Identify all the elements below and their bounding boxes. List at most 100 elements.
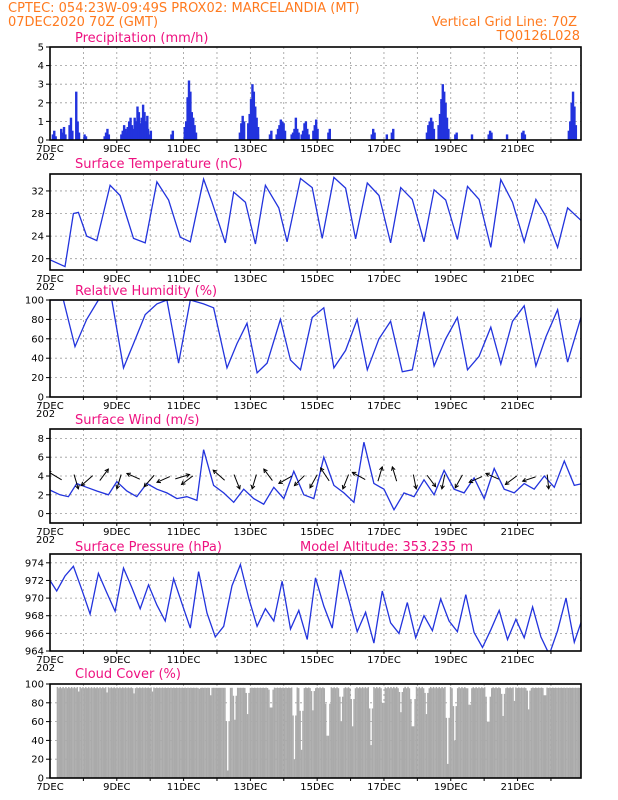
precip-bar [470,134,474,140]
precip-bar [75,91,78,140]
cloud-bar [97,688,100,778]
precip-bar [129,117,132,140]
cloud-bar [133,693,135,778]
y-tick-label: 24 [31,232,44,243]
cloud-bar [560,687,563,778]
cloud-bar [116,687,118,778]
cloud-bar [60,688,63,778]
cloud-bar [252,687,255,778]
cloud-bar [527,709,530,778]
cloud-bar [258,687,260,778]
cloud-bar [322,687,324,778]
panel-frame [49,46,582,141]
x-tick-label: 11DEC [167,144,201,155]
y-tick-label: 2 [38,490,44,501]
cloud-bar [143,688,145,778]
cloud-bar [303,688,306,778]
precip-bar [186,97,189,140]
x-tick-label: 21DEC [501,274,535,285]
cloud-bar [353,699,355,778]
cloud-bar [279,687,282,778]
cloud-bar [73,687,76,778]
cloud-bar [288,687,290,778]
precip-bar [83,134,86,140]
cloud-bar [464,687,466,778]
cloud-bar [505,688,507,778]
cloud-bar [59,686,62,778]
cloud-bar [90,687,93,778]
cloud-bar [471,688,473,778]
wind-vector-arrow [341,474,350,490]
cloud-bar [448,717,450,778]
cloud-bar [140,688,142,778]
y-tick-label: 5 [38,43,44,54]
cloud-bar [381,702,384,778]
cloud-bar [364,687,367,778]
wind-vector-shaft [469,476,483,483]
cloud-bar [561,687,564,778]
precip-bar [133,117,136,140]
wind-vector-arrow [377,465,384,482]
cloud-bar [307,687,310,778]
precip-bar [505,134,509,140]
cloud-bar [131,688,134,778]
x-tick-label: 13DEC [234,401,268,412]
cloud-bar [537,687,540,778]
cloud-bar [529,690,531,778]
precip-bar [454,134,457,140]
cloud-bar [225,721,228,778]
cloud-bar [63,688,66,778]
precip-bar [125,132,128,140]
precip-bar [316,128,319,140]
precip-bar [149,130,153,140]
wind-vector-head [504,480,510,486]
cloud-bar [201,687,203,778]
precip-bar [425,132,429,140]
precip-bar [122,125,126,140]
y-tick-label: 3 [38,80,44,91]
cloud-bar [547,688,550,778]
wind-vector-arrow [521,476,536,483]
cloud-bar [103,688,106,778]
cloud-bar [380,688,382,778]
cloud-bar [404,686,406,778]
panel-frame [49,428,582,524]
cloud-bar [177,687,179,778]
precip-bar [431,121,434,140]
cloud-bar [65,686,67,778]
cloud-bar [112,688,114,778]
wind-vector-arrow [351,471,366,480]
cloud-bar [209,695,212,778]
cloud-bar [542,688,544,778]
y-tick-label: 0 [38,136,44,147]
wind-vector-head [484,472,490,477]
cloud-bar [358,687,361,778]
wind-vector-arrow [180,475,194,486]
cloud-bar [188,687,191,778]
cloud-bar [262,687,264,778]
cloud-bar [422,688,425,778]
wind-vector-shaft [181,475,194,485]
cloud-bar [316,687,318,778]
wind-vector-head [125,472,131,477]
x-tick-label: 15DEC [300,144,334,155]
cloud-bar [556,687,558,778]
cloud-bar [198,688,201,778]
cloud-bar [99,687,101,778]
precip-bar [571,91,575,140]
cloud-bar [146,688,148,778]
precip-bar [428,121,431,140]
cloud-bar [475,687,477,778]
cloud-bar [292,715,294,778]
cloud-bar [184,687,186,778]
header-run-code: TQ0126L028 [496,29,580,44]
cloud-bar [297,688,300,778]
cloud-bar [515,687,517,778]
y-tick-label: 970 [25,594,44,605]
precip-bar [282,123,285,140]
wind-vector-head [236,484,241,490]
y-tick-label: 0 [38,774,44,785]
wind-vector-arrow [156,476,171,484]
cloud-bar [445,717,448,778]
